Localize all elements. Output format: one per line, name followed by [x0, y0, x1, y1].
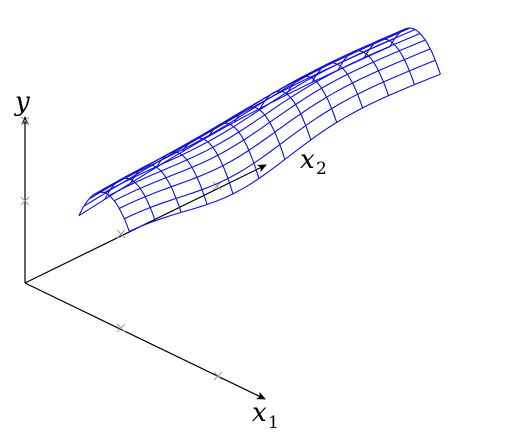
x1-axis [24, 282, 266, 400]
x1-axis-label: x 1 [252, 398, 279, 433]
svg-text:x: x [252, 398, 267, 428]
mesh-line-u [118, 48, 431, 209]
x2-axis-label: x 2 [300, 145, 327, 179]
mesh-line-u [78, 46, 391, 217]
mesh-line-v [285, 75, 338, 123]
svg-text:x: x [300, 145, 315, 175]
mesh-line-v [156, 151, 208, 205]
mesh-line-v [208, 122, 260, 179]
mesh-line-v [337, 50, 390, 96]
mesh-line-u [113, 39, 426, 202]
x2-tick [212, 181, 222, 191]
x1-tick [116, 323, 126, 333]
mesh-line-v [182, 137, 234, 195]
mesh-line-v [311, 62, 364, 109]
mesh-line-v [259, 90, 312, 141]
mesh-line-v [78, 191, 130, 232]
mesh-line-u [83, 37, 396, 207]
mesh-line-v [130, 164, 182, 213]
tick-marks [20, 116, 223, 381]
y-tick [20, 116, 30, 126]
svg-text:2: 2 [316, 159, 327, 179]
x2-tick [116, 229, 126, 239]
mesh-line-v [363, 38, 415, 85]
mesh-line-v [389, 27, 441, 75]
x1-tick [213, 371, 223, 381]
mesh-line-v [104, 177, 156, 221]
y-axis-label: y [14, 87, 30, 117]
mesh-line-v [233, 106, 286, 160]
mesh-line-u [124, 59, 436, 220]
y-tick [20, 196, 30, 206]
surface-mesh [78, 27, 441, 232]
svg-text:1: 1 [268, 413, 279, 433]
